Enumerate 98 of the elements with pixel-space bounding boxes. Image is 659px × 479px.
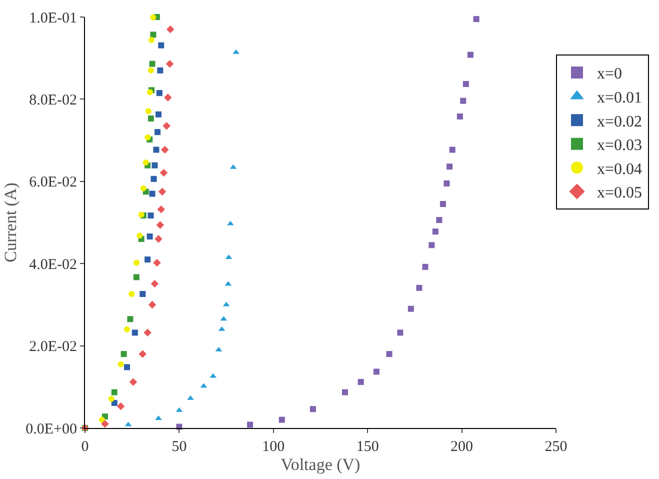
point [144, 256, 151, 262]
point [310, 406, 316, 412]
x-tick-label: 50 [172, 439, 187, 455]
legend-label: x=0.02 [597, 113, 642, 130]
point [358, 378, 364, 385]
point [124, 326, 130, 332]
point [116, 402, 125, 410]
legend-label: x=0.04 [597, 160, 642, 178]
point [467, 52, 474, 58]
point [148, 67, 154, 74]
point [138, 350, 147, 358]
point [153, 258, 161, 267]
point [456, 113, 463, 120]
point [146, 233, 153, 240]
point [444, 180, 450, 186]
point [149, 60, 156, 67]
point [432, 228, 438, 235]
point [422, 264, 428, 270]
point [386, 351, 392, 358]
point [153, 146, 160, 153]
point [152, 162, 158, 168]
point [140, 185, 146, 192]
point [155, 416, 162, 420]
point [120, 351, 127, 358]
x-tick-label: 150 [356, 439, 379, 455]
point [460, 98, 466, 104]
point [145, 108, 152, 114]
legend-label: x=0.05 [597, 184, 642, 202]
point [150, 32, 156, 38]
point [136, 232, 143, 239]
point [449, 146, 456, 153]
point [160, 168, 168, 177]
point [187, 395, 194, 400]
y-tick-label: 8.0E-02 [29, 92, 77, 108]
point [166, 60, 174, 68]
point [157, 205, 166, 214]
point [373, 368, 380, 375]
point [142, 159, 149, 166]
point [133, 274, 140, 280]
point [127, 316, 134, 322]
point [158, 188, 166, 196]
point [150, 176, 157, 182]
point [446, 164, 453, 170]
point [158, 42, 164, 48]
point [156, 90, 162, 96]
point [148, 300, 156, 309]
point [132, 330, 138, 336]
point [436, 217, 442, 224]
y-axis-title: Current (A) [1, 182, 20, 262]
point [160, 146, 169, 154]
point [154, 235, 162, 243]
legend-label: x=0.03 [597, 137, 642, 154]
y-tick-label: 0.0E+00 [26, 421, 77, 438]
point [154, 129, 161, 136]
point [128, 291, 135, 298]
point [148, 37, 155, 44]
point [157, 67, 164, 74]
point [101, 420, 109, 428]
point [278, 416, 285, 423]
point [416, 284, 422, 291]
point [118, 361, 124, 368]
x-tick-label: 250 [544, 439, 568, 455]
point [124, 364, 130, 370]
point [155, 111, 162, 118]
point [428, 242, 435, 248]
y-tick-label: 2.0E-02 [29, 339, 77, 356]
y-tick-label: 4.0E-02 [29, 256, 77, 273]
point [148, 212, 154, 219]
point [166, 25, 174, 34]
point [149, 190, 156, 197]
x-tick-label: 200 [450, 439, 474, 455]
point [440, 201, 446, 208]
point [144, 328, 152, 337]
point [162, 122, 170, 130]
point [111, 389, 118, 396]
point [342, 389, 348, 396]
point [133, 260, 140, 266]
point [462, 80, 469, 87]
x-tick-label: 100 [262, 439, 285, 455]
point [108, 396, 114, 402]
legend-label: x=0.01 [597, 90, 642, 107]
point [150, 280, 159, 288]
x-tick-label: 0 [81, 439, 89, 455]
point [140, 291, 146, 298]
point [247, 422, 254, 428]
point [129, 378, 138, 386]
point [150, 14, 156, 20]
point [148, 116, 154, 122]
y-tick-label: 6.0E-02 [29, 174, 77, 191]
point [473, 16, 480, 22]
point [397, 330, 404, 336]
point [164, 94, 172, 102]
legend-label: x=0 [597, 66, 622, 83]
x-axis-title: Voltage (V) [280, 455, 360, 474]
point [111, 400, 118, 406]
point [408, 306, 414, 312]
y-tick-label: 1.0E-01 [29, 10, 77, 26]
point [156, 221, 164, 229]
